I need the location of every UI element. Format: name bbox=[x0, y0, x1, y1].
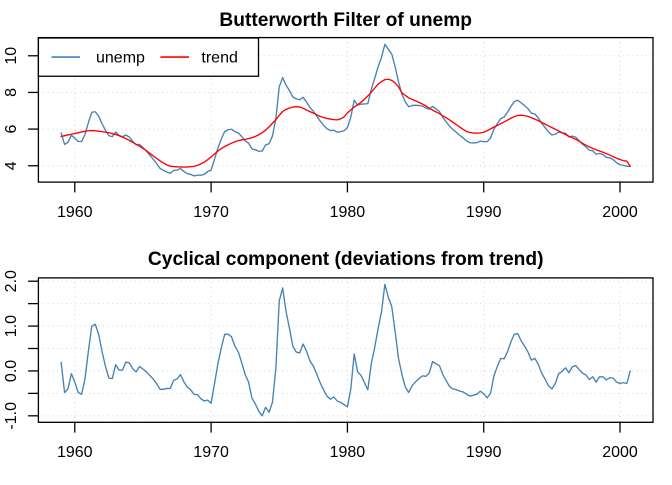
svg-text:2.0: 2.0 bbox=[3, 270, 20, 292]
svg-text:0.0: 0.0 bbox=[3, 360, 20, 382]
svg-text:1990: 1990 bbox=[466, 444, 502, 461]
svg-text:unemp: unemp bbox=[96, 49, 145, 66]
svg-text:trend: trend bbox=[201, 49, 237, 66]
svg-text:Butterworth Filter of unemp: Butterworth Filter of unemp bbox=[219, 10, 472, 31]
svg-text:1970: 1970 bbox=[193, 204, 229, 221]
svg-text:6: 6 bbox=[3, 125, 20, 134]
svg-text:10: 10 bbox=[3, 47, 20, 65]
svg-text:8: 8 bbox=[3, 88, 20, 97]
svg-text:2000: 2000 bbox=[602, 444, 638, 461]
svg-text:-1.0: -1.0 bbox=[3, 402, 20, 430]
svg-text:1.0: 1.0 bbox=[3, 315, 20, 337]
svg-text:1980: 1980 bbox=[330, 444, 366, 461]
svg-text:1970: 1970 bbox=[193, 444, 229, 461]
svg-text:2000: 2000 bbox=[602, 204, 638, 221]
svg-text:Cyclical component (deviations: Cyclical component (deviations from tren… bbox=[148, 249, 544, 270]
svg-text:4: 4 bbox=[3, 161, 20, 170]
svg-text:1980: 1980 bbox=[330, 204, 366, 221]
svg-text:1960: 1960 bbox=[57, 204, 93, 221]
svg-text:1990: 1990 bbox=[466, 204, 502, 221]
svg-text:1960: 1960 bbox=[57, 444, 93, 461]
